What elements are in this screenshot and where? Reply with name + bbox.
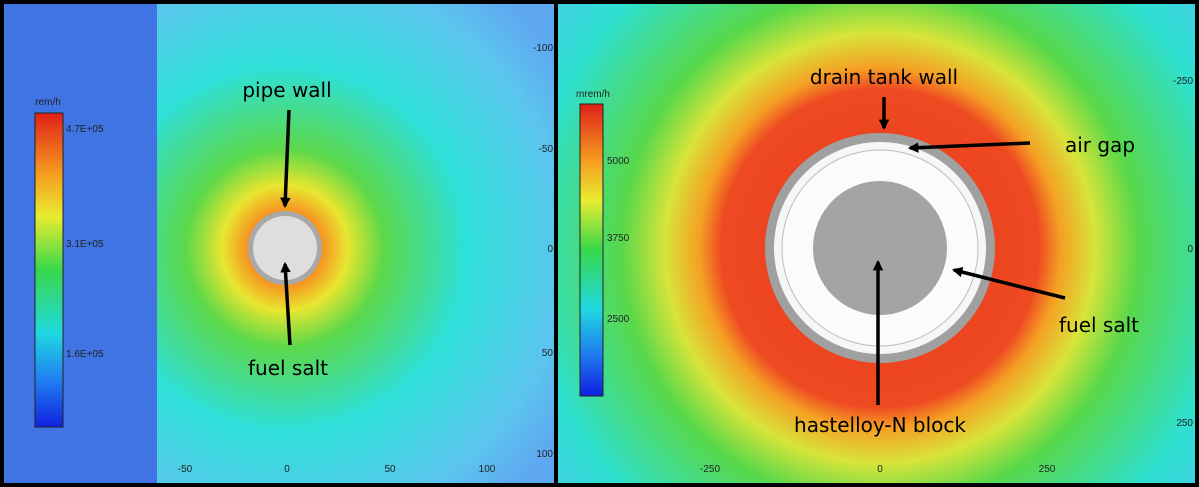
y-tick-label: -100 <box>533 43 553 54</box>
left-panel: rem/h 4.7E+05 3.1E+05 1.6E+05 -50 0 50 1… <box>4 4 554 483</box>
x-tick-label: 0 <box>877 464 883 475</box>
annotation: drain tank wall <box>810 65 958 89</box>
y-tick-label: 100 <box>536 449 553 460</box>
colorbar-label: 3750 <box>607 233 630 244</box>
colorbar-label: 5000 <box>607 156 630 167</box>
colorbar <box>34 112 64 428</box>
y-tick-label: -250 <box>1173 76 1193 87</box>
y-tick-label: 0 <box>1187 244 1193 255</box>
arrow <box>280 261 292 346</box>
annotation: hastelloy-N block <box>794 413 966 437</box>
y-tick-label: 250 <box>1176 418 1193 429</box>
y-tick-label: -50 <box>539 144 554 155</box>
annotation: fuel salt <box>248 356 328 380</box>
y-tick-label: 0 <box>547 244 553 255</box>
x-tick-label: -50 <box>178 464 193 475</box>
hastelloy-block <box>813 181 947 315</box>
colorbar-label: 3.1E+05 <box>66 239 104 250</box>
colorbar-label: 1.6E+05 <box>66 349 104 360</box>
y-tick-label: 50 <box>542 348 554 359</box>
colorbar-unit: rem/h <box>35 97 61 108</box>
x-tick-label: 250 <box>1039 464 1056 475</box>
x-tick-label: 50 <box>384 464 396 475</box>
right-panel: mrem/h 5000 3750 2500 -100 -50 0 50 100 … <box>533 4 1195 483</box>
annotation: fuel salt <box>1059 313 1139 337</box>
annotation: pipe wall <box>242 78 331 102</box>
colorbar <box>579 103 604 397</box>
fuel-salt <box>253 216 317 280</box>
colorbar-label: 4.7E+05 <box>66 124 104 135</box>
arrow <box>907 141 1031 153</box>
colorbar-unit: mrem/h <box>576 89 610 100</box>
legend-strip <box>4 4 157 483</box>
x-tick-label: 100 <box>479 464 496 475</box>
x-tick-label: 0 <box>284 464 290 475</box>
annotation: air gap <box>1065 133 1135 157</box>
colorbar-label: 2500 <box>607 314 630 325</box>
arrow <box>280 109 291 209</box>
x-tick-label: -250 <box>700 464 720 475</box>
arrow <box>951 266 1066 300</box>
